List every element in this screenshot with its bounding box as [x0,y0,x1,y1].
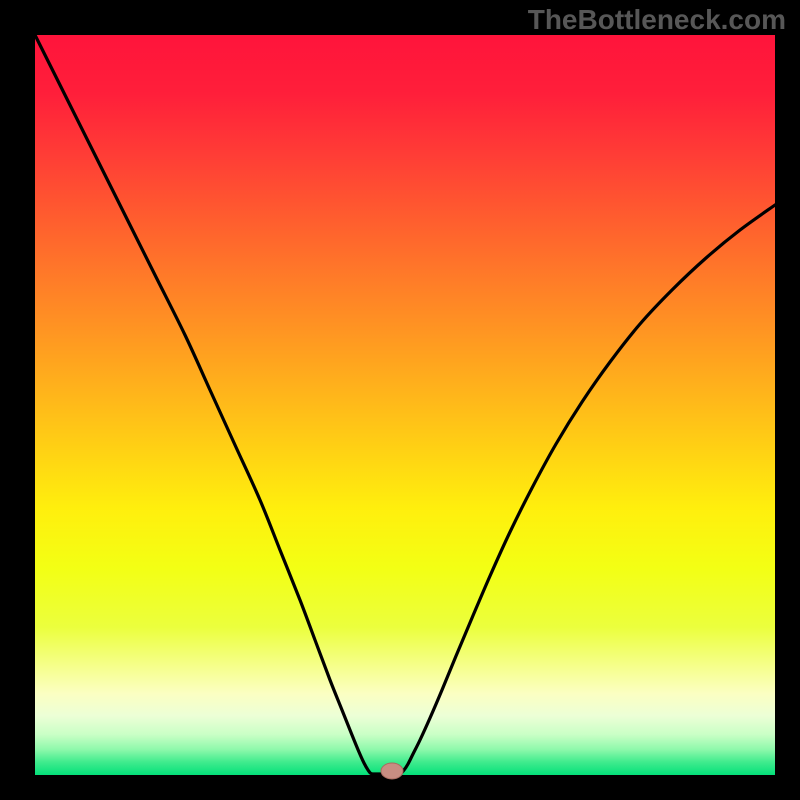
optimum-marker [381,763,403,779]
watermark-text: TheBottleneck.com [528,4,786,36]
bottleneck-chart [0,0,800,800]
chart-gradient-background [35,35,775,775]
